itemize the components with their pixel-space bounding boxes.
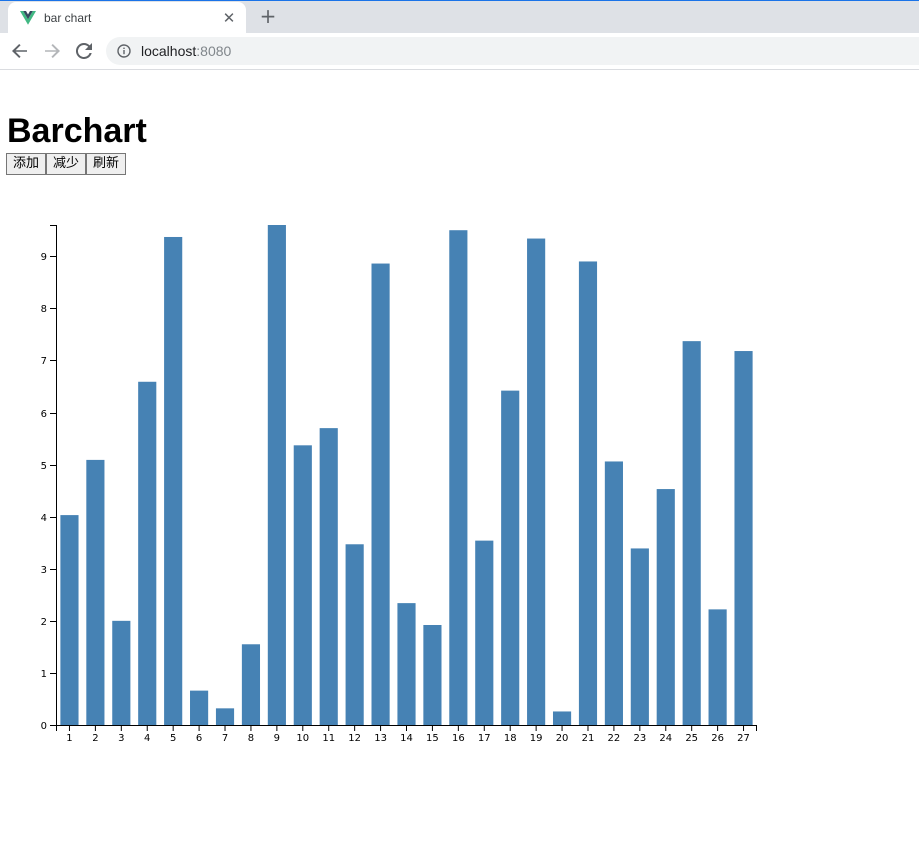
x-tick-label-9: 9 [274,733,280,744]
info-icon[interactable] [117,44,131,58]
bar-11 [319,428,338,725]
bar-3 [112,620,131,725]
x-tick-label-10: 10 [296,733,309,744]
x-tick-label-25: 25 [685,733,698,744]
x-tick-label-2: 2 [92,733,98,744]
x-tick-label-12: 12 [348,733,361,744]
y-tick-label-2: 2 [41,617,47,628]
x-tick-label-16: 16 [452,733,465,744]
x-tick-label-13: 13 [374,733,387,744]
y-axis-line [50,225,57,726]
bar-17 [475,540,494,725]
bar-5 [164,236,183,725]
x-tick-label-15: 15 [426,733,439,744]
bar-27 [734,351,753,725]
back-arrow-icon[interactable] [8,39,32,63]
bar-13 [371,263,390,725]
y-tick-label-6: 6 [41,409,47,420]
x-tick-label-3: 3 [118,733,124,744]
bar-15 [423,625,442,725]
x-tick-label-21: 21 [582,733,595,744]
address-bar[interactable]: localhost:8080 [106,37,919,65]
x-tick-label-24: 24 [659,733,672,744]
x-tick-label-5: 5 [170,733,176,744]
forward-arrow-icon[interactable] [40,39,64,63]
x-tick-label-23: 23 [633,733,646,744]
vue-logo-icon [20,10,36,26]
y-tick-label-3: 3 [41,565,47,576]
x-tick-label-27: 27 [737,733,750,744]
bar-6 [190,690,209,725]
x-tick-label-6: 6 [196,733,202,744]
bar-16 [449,230,468,726]
bar-20 [552,711,572,725]
bar-19 [527,238,546,725]
x-tick-label-7: 7 [222,733,228,744]
new-tab-icon[interactable]: + [259,4,277,28]
bar-25 [682,341,701,725]
refresh-button[interactable]: 刷新 [86,153,127,175]
y-tick-label-0: 0 [41,721,47,732]
y-tick-label-5: 5 [41,461,47,472]
bar-24 [656,489,675,725]
bar-14 [397,603,416,725]
x-tick-label-22: 22 [608,733,621,744]
remove-button[interactable]: 减少 [46,153,87,175]
url-text: localhost:8080 [141,43,232,59]
close-icon[interactable]: ✕ [222,9,236,27]
x-tick-label-17: 17 [478,733,491,744]
x-tick-label-8: 8 [248,733,254,744]
x-tick-label-11: 11 [322,733,335,744]
bar-9 [267,225,286,725]
bar-4 [138,381,157,725]
bar-21 [578,261,598,725]
tab-title: bar chart [44,11,92,25]
x-tick-label-20: 20 [556,733,569,744]
bar-23 [630,548,649,725]
bar-12 [345,544,364,725]
reload-icon[interactable] [72,39,96,63]
bar-18 [501,390,520,725]
y-tick-label-1: 1 [41,669,47,680]
bar-2 [86,459,105,725]
y-tick-label-4: 4 [41,513,47,524]
x-tick-label-18: 18 [504,733,517,744]
y-tick-label-7: 7 [41,356,47,367]
y-tick-label-8: 8 [41,304,47,315]
x-tick-label-26: 26 [711,733,724,744]
add-button[interactable]: 添加 [6,153,47,175]
bar-10 [293,445,312,725]
button-row: 添加 减少 刷新 [6,153,127,175]
bar-1 [60,515,79,725]
browser-tab[interactable]: bar chart ✕ [8,2,246,34]
y-tick-label-9: 9 [41,252,47,263]
x-tick-label-14: 14 [400,733,413,744]
tab-strip: bar chart ✕ + [0,0,919,34]
browser-toolbar: localhost:8080 [0,33,919,70]
bar-22 [604,461,623,725]
bar-8 [241,644,261,725]
x-tick-label-4: 4 [144,733,150,744]
bar-26 [708,609,727,725]
x-tick-label-1: 1 [66,733,72,744]
bar-7 [215,708,235,725]
page-title: Barchart [7,112,147,150]
x-tick-label-19: 19 [530,733,543,744]
